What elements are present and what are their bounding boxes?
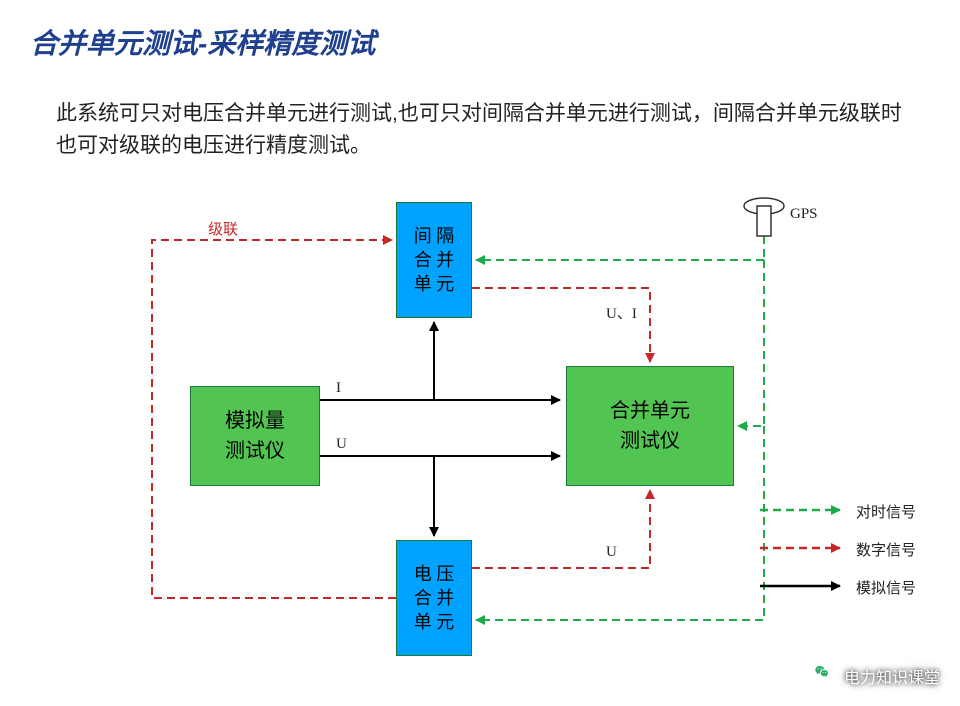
label-cascade: 级联 bbox=[208, 218, 238, 239]
node-voltage-mu: 电 压 合 并 单 元 bbox=[396, 540, 472, 656]
label-UI: U、I bbox=[606, 302, 637, 323]
node-analog-tester: 模拟量 测试仪 bbox=[190, 386, 320, 486]
label-U2: U bbox=[606, 544, 617, 561]
watermark-text: 电力知识课堂 bbox=[844, 664, 940, 688]
gps-label: GPS bbox=[790, 206, 818, 223]
edge-timing-mutester bbox=[738, 260, 764, 426]
node-mu-tester: 合并单元 测试仪 bbox=[566, 366, 734, 486]
legend-digital: 数字信号 bbox=[856, 539, 916, 560]
wechat-icon bbox=[814, 665, 836, 687]
legend-analog: 模拟信号 bbox=[856, 577, 916, 598]
label-U: U bbox=[336, 436, 347, 453]
diagram-svg bbox=[0, 0, 960, 706]
edge-u2 bbox=[472, 490, 650, 568]
legend-timing: 对时信号 bbox=[856, 501, 916, 522]
watermark: 电力知识课堂 bbox=[814, 664, 940, 688]
gps-icon bbox=[744, 198, 784, 236]
label-I: I bbox=[336, 380, 341, 397]
edge-ui bbox=[472, 288, 650, 362]
node-interval-mu: 间 隔 合 并 单 元 bbox=[396, 202, 472, 318]
